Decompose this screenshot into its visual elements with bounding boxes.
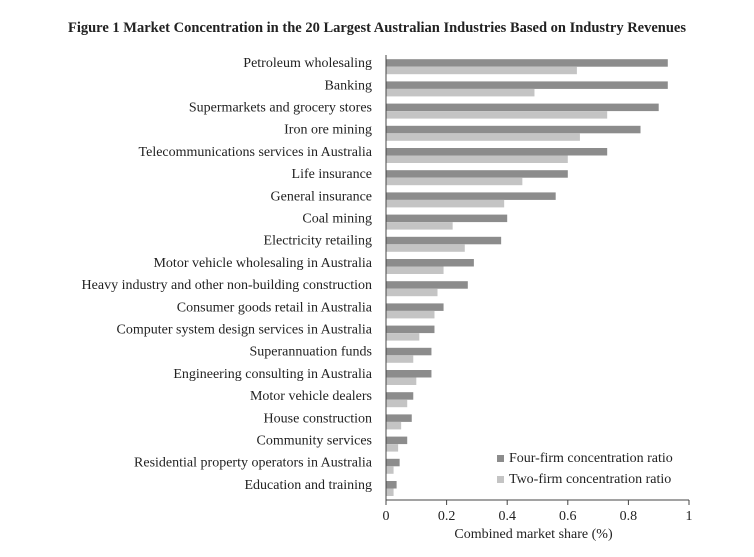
category-label: General insurance	[271, 189, 372, 204]
x-tick-label: 1	[686, 509, 693, 524]
category-label: Telecommunications services in Australia	[139, 145, 373, 160]
category-label: Computer system design services in Austr…	[117, 323, 373, 338]
x-tick-label: 0	[383, 509, 390, 524]
two-firm-bar	[386, 244, 465, 252]
category-label: Superannuation funds	[250, 345, 372, 360]
category-label: Heavy industry and other non-building co…	[82, 278, 372, 293]
four-firm-bar	[386, 481, 397, 489]
legend-swatch-four-firm	[497, 455, 504, 462]
two-firm-bar	[386, 199, 505, 208]
four-firm-bar	[386, 148, 608, 156]
two-firm-bar	[386, 310, 435, 319]
four-firm-bar	[386, 59, 668, 67]
category-label: Petroleum wholesaling	[243, 56, 372, 71]
four-firm-bar	[386, 458, 400, 467]
two-firm-bar	[386, 444, 399, 452]
four-firm-bar	[386, 103, 659, 112]
two-firm-bar	[386, 399, 408, 408]
category-label: Coal mining	[302, 212, 372, 227]
two-firm-bar	[386, 111, 608, 119]
category-label: Residential property operators in Austra…	[134, 456, 373, 471]
four-firm-bar	[386, 125, 641, 134]
four-firm-bar	[386, 303, 444, 311]
four-firm-bar	[386, 259, 474, 267]
four-firm-bar	[386, 370, 432, 378]
four-firm-bar	[386, 436, 408, 445]
four-firm-bar	[386, 281, 468, 289]
x-tick-label: 0.2	[438, 509, 456, 524]
x-axis-title: Combined market share (%)	[454, 527, 613, 542]
two-firm-bar	[386, 266, 444, 274]
legend-label-two-firm: Two-firm concentration ratio	[509, 472, 671, 487]
four-firm-bar	[386, 81, 668, 89]
category-label: Supermarkets and grocery stores	[189, 101, 372, 116]
two-firm-bar	[386, 466, 394, 474]
two-firm-bar	[386, 288, 438, 297]
x-tick-label: 0.6	[559, 509, 577, 524]
x-tick-label: 0.8	[620, 509, 638, 524]
two-firm-bar	[386, 333, 420, 341]
legend-label-four-firm: Four-firm concentration ratio	[509, 451, 673, 466]
two-firm-bar	[386, 488, 394, 496]
category-label: Life insurance	[292, 167, 372, 182]
two-firm-bar	[386, 222, 453, 230]
category-label: Motor vehicle wholesaling in Australia	[153, 256, 372, 271]
category-label: Electricity retailing	[264, 234, 372, 249]
category-label: Community services	[257, 434, 373, 449]
figure-title: Figure 1 Market Concentration in the 20 …	[67, 20, 686, 36]
two-firm-bar	[386, 377, 417, 385]
two-firm-bar	[386, 133, 580, 141]
category-label: House construction	[264, 411, 372, 426]
two-firm-bar	[386, 66, 577, 75]
two-firm-bar	[386, 155, 568, 163]
category-label: Engineering consulting in Australia	[173, 367, 372, 382]
four-firm-bar	[386, 192, 556, 200]
four-firm-bar	[386, 414, 412, 422]
two-firm-bar	[386, 177, 523, 186]
two-firm-bar	[386, 88, 535, 97]
category-label: Banking	[325, 78, 372, 93]
four-firm-bar	[386, 214, 508, 223]
two-firm-bar	[386, 355, 414, 363]
legend-swatch-two-firm	[497, 476, 504, 483]
four-firm-bar	[386, 170, 568, 178]
category-label: Iron ore mining	[284, 123, 372, 138]
two-firm-bar	[386, 421, 402, 430]
four-firm-bar	[386, 325, 435, 334]
x-tick-label: 0.4	[498, 509, 516, 524]
category-label: Consumer goods retail in Australia	[177, 300, 373, 315]
four-firm-bar	[386, 392, 414, 400]
four-firm-bar	[386, 347, 432, 356]
four-firm-bar	[386, 236, 502, 245]
category-label: Education and training	[244, 478, 372, 493]
category-label: Motor vehicle dealers	[250, 389, 372, 404]
